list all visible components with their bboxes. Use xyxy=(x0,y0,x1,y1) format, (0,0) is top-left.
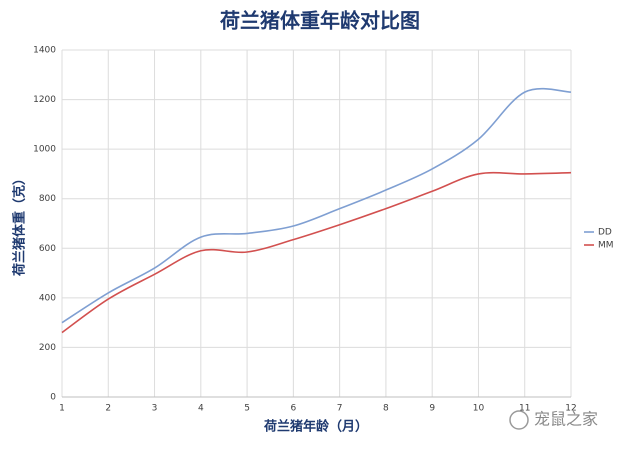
watermark-text: 宠鼠之家 xyxy=(534,410,598,429)
y-tick-label: 800 xyxy=(39,194,56,204)
y-tick-label: 200 xyxy=(39,343,56,353)
x-axis-label: 荷兰猪年龄（月） xyxy=(263,419,368,435)
x-tick-label: 1 xyxy=(59,404,65,414)
x-tick-label: 4 xyxy=(198,404,204,414)
y-tick-label: 600 xyxy=(39,244,56,254)
chart-title: 荷兰猪体重年龄对比图 xyxy=(220,9,420,33)
x-tick-label: 3 xyxy=(152,404,158,414)
x-tick-label: 10 xyxy=(473,404,485,414)
x-tick-label: 12 xyxy=(565,404,576,414)
x-tick-label: 8 xyxy=(383,404,389,414)
x-tick-label: 6 xyxy=(290,404,296,414)
x-tick-label: 5 xyxy=(244,404,250,414)
line-series xyxy=(61,171,572,334)
y-axis-label: 荷兰猪体重（克） xyxy=(12,172,28,277)
y-tick-label: 400 xyxy=(39,293,56,303)
y-tick-label: 1000 xyxy=(33,145,56,155)
line-series xyxy=(61,87,572,324)
x-tick-label: 11 xyxy=(519,404,530,414)
x-tick-label: 2 xyxy=(105,404,111,414)
y-tick-label: 1200 xyxy=(33,95,56,105)
legend-label: MM xyxy=(598,241,614,251)
legend-label: DD xyxy=(598,228,612,238)
watermark: 宠鼠之家 xyxy=(509,410,598,430)
y-tick-label: 0 xyxy=(50,393,56,403)
legend-item: MM xyxy=(584,241,614,251)
y-tick-label: 1400 xyxy=(33,46,56,56)
x-tick-label: 9 xyxy=(429,404,435,414)
x-tick-label: 7 xyxy=(337,404,343,414)
watermark-icon xyxy=(509,410,529,430)
legend-item: DD xyxy=(584,228,612,238)
